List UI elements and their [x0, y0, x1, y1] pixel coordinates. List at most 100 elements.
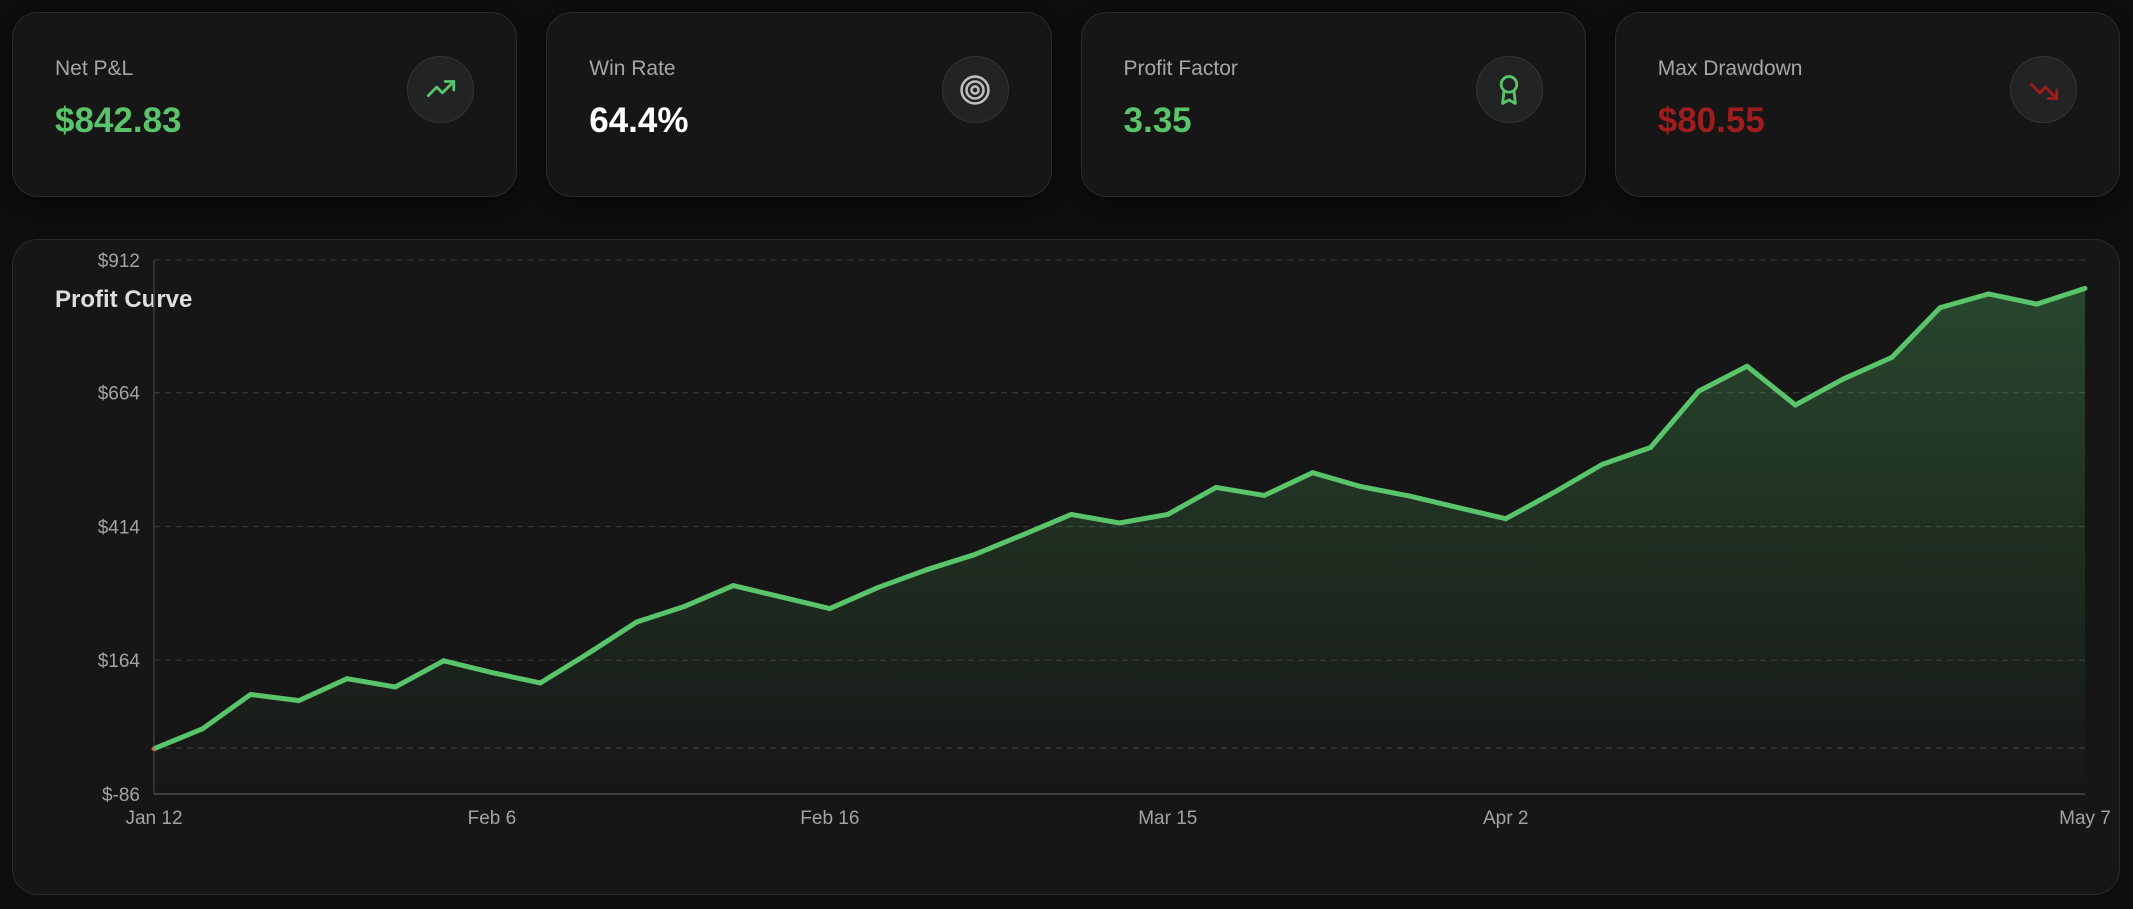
net-pnl-label: Net P&L — [55, 57, 134, 80]
line-segment — [1599, 445, 1654, 467]
data-point — [1551, 490, 1556, 495]
line-segment — [682, 583, 736, 609]
line-segment — [1454, 504, 1509, 522]
line-segment — [1165, 484, 1219, 517]
data-point — [345, 676, 350, 681]
line-segment — [392, 658, 447, 690]
line-segment — [1020, 511, 1074, 538]
max-drawdown-card: Max Drawdown $80.55 — [1614, 12, 2120, 197]
line-segment — [248, 691, 302, 704]
data-point — [1358, 484, 1363, 489]
line-segment — [344, 676, 398, 690]
profit-factor-label: Profit Factor — [1123, 57, 1238, 80]
line-segment — [827, 584, 881, 612]
trending-up-icon — [407, 56, 475, 123]
line-segment — [1117, 511, 1171, 526]
win-rate-card: Win Rate 64.4% — [546, 12, 1052, 197]
data-point — [441, 658, 446, 663]
data-point — [1793, 403, 1798, 408]
data-point — [1020, 532, 1025, 537]
line-segment — [1696, 363, 1750, 394]
line-segment — [730, 583, 785, 600]
data-point — [296, 698, 301, 703]
line-segment — [1648, 388, 1702, 451]
line-segment — [1068, 511, 1122, 526]
chart-title: Profit Curve — [55, 286, 193, 313]
line-segment — [634, 603, 688, 625]
data-point — [1600, 462, 1605, 467]
line-segment — [972, 532, 1026, 558]
line-segment — [489, 670, 543, 686]
line-segment — [1213, 484, 1267, 498]
data-point — [1117, 520, 1122, 525]
data-point — [489, 670, 494, 675]
data-point — [972, 552, 977, 557]
win-rate-value: 64.4% — [589, 101, 689, 140]
y-tick-label: $-86 — [102, 785, 140, 806]
award-icon — [1475, 56, 1543, 123]
line-segment — [1551, 461, 1605, 495]
max-drawdown-value: $80.55 — [1657, 101, 1765, 140]
data-point — [152, 746, 157, 751]
data-point — [200, 726, 205, 731]
x-tick-label: Mar 15 — [1138, 808, 1197, 829]
y-tick-label: $164 — [98, 651, 141, 672]
data-point — [779, 595, 784, 600]
x-tick-label: May 7 — [2059, 808, 2111, 829]
win-rate-label: Win Rate — [589, 57, 676, 80]
line-segment — [1310, 470, 1364, 490]
x-tick-label: Feb 16 — [800, 808, 859, 829]
data-point — [538, 680, 543, 685]
data-point — [1745, 364, 1750, 369]
profit-area — [154, 288, 2085, 794]
line-segment — [153, 726, 205, 751]
line-segment — [199, 691, 254, 732]
line-segment — [585, 619, 640, 656]
line-segment — [875, 567, 929, 590]
line-segment — [1985, 291, 2040, 307]
line-segment — [2034, 285, 2088, 307]
data-point — [1262, 493, 1267, 498]
data-point — [586, 651, 591, 656]
data-point — [876, 585, 881, 590]
data-point — [1214, 485, 1219, 490]
profit-factor-card: Profit Factor 3.35 — [1080, 12, 1586, 197]
line-segment — [441, 658, 495, 676]
data-point — [827, 606, 832, 611]
data-point — [2034, 302, 2039, 307]
net-pnl-value: $842.83 — [55, 101, 182, 140]
data-point — [634, 619, 639, 624]
y-tick-label: $414 — [98, 517, 141, 538]
line-segment — [1889, 305, 1943, 360]
y-tick-label: $664 — [98, 384, 141, 405]
line-segment — [1744, 363, 1798, 408]
y-tick-label: $912 — [98, 251, 140, 272]
x-tick-label: Feb 6 — [468, 808, 517, 829]
line-segment — [1406, 493, 1460, 510]
data-point — [248, 692, 253, 697]
line-segment — [537, 650, 591, 686]
data-point — [683, 604, 688, 609]
line-segment — [1503, 489, 1557, 522]
data-point — [1310, 470, 1315, 475]
data-point — [1407, 493, 1412, 498]
line-segment — [296, 676, 350, 704]
x-tick-label: Jan 12 — [125, 808, 182, 829]
line-segment — [1261, 470, 1316, 498]
profit-factor-value: 3.35 — [1123, 101, 1192, 140]
data-point — [1165, 512, 1170, 517]
profit-curve-card: Profit Curve $912 $664 $414 $164 $-86 Jan 12 F… — [12, 239, 2120, 895]
line-segment — [923, 552, 978, 573]
line-segment — [779, 594, 833, 612]
data-point — [393, 684, 398, 689]
max-drawdown-label: Max Drawdown — [1657, 57, 1803, 80]
data-point — [1648, 445, 1653, 450]
line-segment — [1937, 291, 1991, 311]
data-point — [2083, 286, 2088, 291]
line-segment — [1358, 484, 1412, 499]
data-point — [1503, 516, 1508, 521]
data-point — [1069, 512, 1074, 517]
data-point — [1841, 376, 1846, 381]
line-segment — [1841, 354, 1895, 382]
